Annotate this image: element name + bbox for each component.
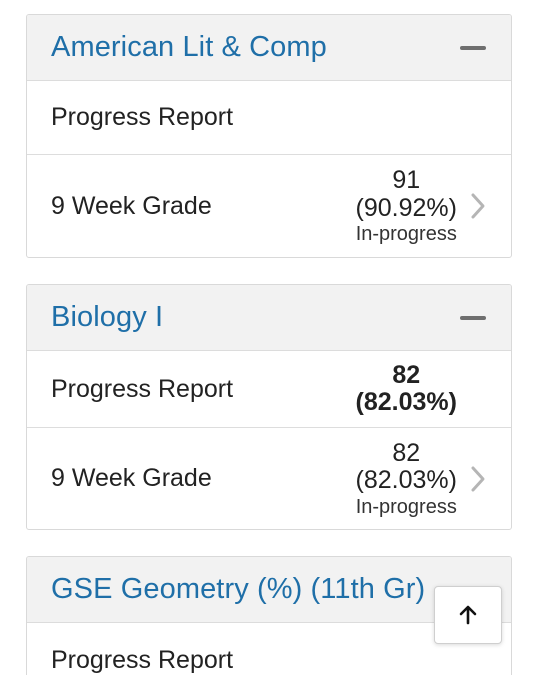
grade-row-progress-report: Progress Report 82 (82.03%) — [27, 351, 511, 428]
grade-value: 82 (82.03%) In-progress — [355, 438, 457, 518]
minus-icon[interactable] — [459, 306, 487, 330]
grade-score: 82 — [392, 360, 421, 389]
grade-score: 91 — [392, 166, 421, 194]
course-header[interactable]: American Lit & Comp — [27, 15, 511, 81]
course-title[interactable]: GSE Geometry (%) (11th Gr) — [51, 573, 426, 605]
row-label: 9 Week Grade — [51, 464, 212, 492]
grade-status: In-progress — [355, 495, 457, 518]
grade-value: 82 (82.03%) — [355, 360, 457, 417]
grade-row-9-week[interactable]: 9 Week Grade 82 (82.03%) In-progress — [27, 428, 511, 529]
grade-value: 91 (90.92%) In-progress — [355, 166, 457, 245]
grade-percent: (90.92%) — [355, 193, 457, 222]
scroll-to-top-button[interactable] — [434, 586, 502, 644]
arrow-up-icon — [459, 605, 477, 625]
grade-row-9-week[interactable]: 9 Week Grade 91 (90.92%) In-progress — [27, 155, 511, 257]
chevron-right-icon[interactable] — [469, 465, 487, 493]
grade-percent: (82.03%) — [355, 388, 457, 416]
grade-row-progress-report: Progress Report — [27, 81, 511, 155]
grade-status: In-progress — [355, 223, 457, 245]
row-label: Progress Report — [51, 645, 234, 674]
row-label: Progress Report — [51, 103, 234, 131]
row-label: 9 Week Grade — [51, 191, 212, 220]
course-header[interactable]: GSE Geometry (%) (11th Gr) — [27, 557, 511, 623]
grade-score: 82 — [392, 438, 421, 467]
chevron-right-icon[interactable] — [469, 192, 487, 220]
course-header[interactable]: Biology I — [27, 285, 511, 351]
course-card-american-lit: American Lit & Comp Progress Report 9 We… — [26, 14, 512, 258]
course-card-geometry: GSE Geometry (%) (11th Gr) Progress Repo… — [26, 556, 512, 675]
course-card-biology: Biology I Progress Report 82 (82.03%) 9 … — [26, 284, 512, 530]
minus-icon[interactable] — [459, 36, 487, 60]
grade-row-progress-report: Progress Report — [27, 623, 511, 675]
course-title[interactable]: American Lit & Comp — [51, 31, 327, 63]
grade-percent: (82.03%) — [355, 466, 457, 494]
course-title[interactable]: Biology I — [51, 301, 164, 333]
row-label: Progress Report — [51, 374, 234, 403]
